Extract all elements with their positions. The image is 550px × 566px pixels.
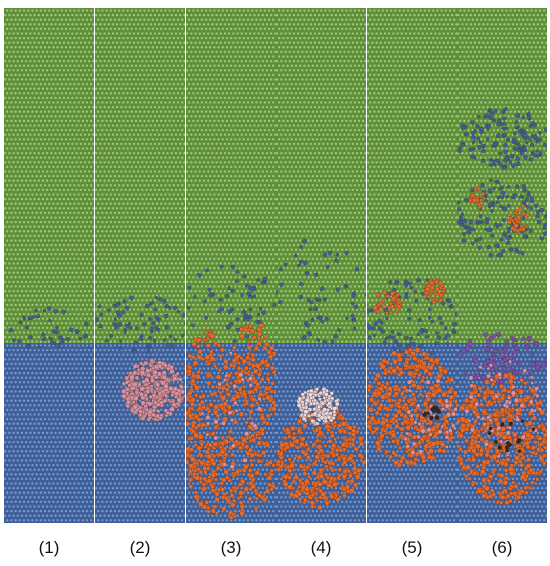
panel-5 — [367, 8, 457, 523]
debris-cloud — [457, 372, 547, 506]
debris-bottom — [188, 436, 276, 520]
dark-fragments — [487, 419, 536, 453]
projectile-cluster — [121, 358, 185, 422]
panel-4-image — [276, 8, 366, 523]
ejecta-left — [372, 290, 403, 315]
panel-5-caption: (5) — [401, 538, 423, 557]
panel-1-image — [4, 8, 94, 523]
lower-layer-particles — [276, 344, 366, 522]
upper-layer-particles — [276, 9, 366, 343]
panel-2-image — [95, 8, 185, 523]
interface-mixing — [8, 306, 89, 350]
panel-4-caption: (4) — [310, 538, 332, 557]
panel-3 — [186, 8, 276, 523]
panel-1-caption: (1) — [38, 538, 60, 557]
upper-layer-particles — [95, 9, 185, 343]
upper-layer-particles — [4, 9, 94, 343]
upper-layer-particles — [186, 9, 276, 343]
panel-2 — [95, 8, 185, 523]
lower-layer-particles — [4, 344, 94, 522]
interface-mixing — [95, 295, 185, 354]
upper-mixing-zone — [457, 107, 547, 170]
panel-6-image — [457, 8, 547, 523]
ejecta-top-left — [468, 186, 486, 210]
panel-4 — [276, 8, 366, 523]
panel-2-caption: (2) — [129, 538, 151, 557]
panel-6 — [457, 8, 547, 523]
ejecta-top-right — [507, 204, 530, 233]
interface-mixing — [276, 238, 366, 345]
dark-fragments — [422, 405, 442, 421]
panel-6-caption: (6) — [491, 538, 513, 557]
panel-5-image — [367, 8, 457, 523]
panel-1 — [4, 8, 94, 523]
projectile-cluster — [296, 386, 340, 426]
panel-3-image — [186, 8, 276, 523]
projectile-fragments — [200, 351, 262, 470]
upper-layer-particles — [457, 9, 547, 343]
interface-mixing — [367, 277, 457, 359]
ejecta-right — [423, 277, 447, 305]
panel-3-caption: (3) — [220, 538, 242, 557]
mixed-zone — [457, 331, 547, 385]
